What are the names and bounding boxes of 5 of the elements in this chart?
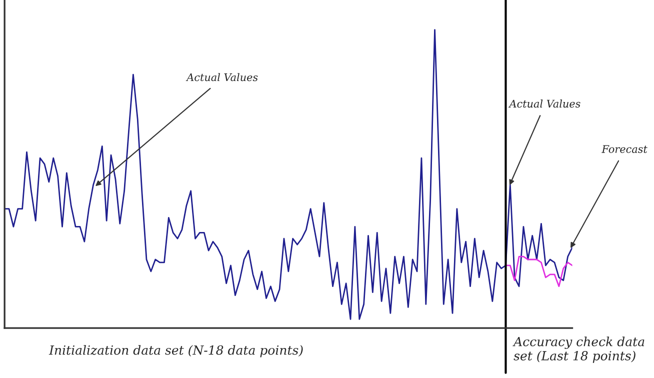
annotation: Actual Values	[508, 100, 580, 108]
text: Accuracy check data set (Last 18 points)	[512, 336, 644, 363]
text: Forecast	[602, 145, 648, 153]
text: Initialization data set (N-18 data points)	[48, 345, 303, 358]
annotation: Actual Values	[186, 73, 258, 82]
